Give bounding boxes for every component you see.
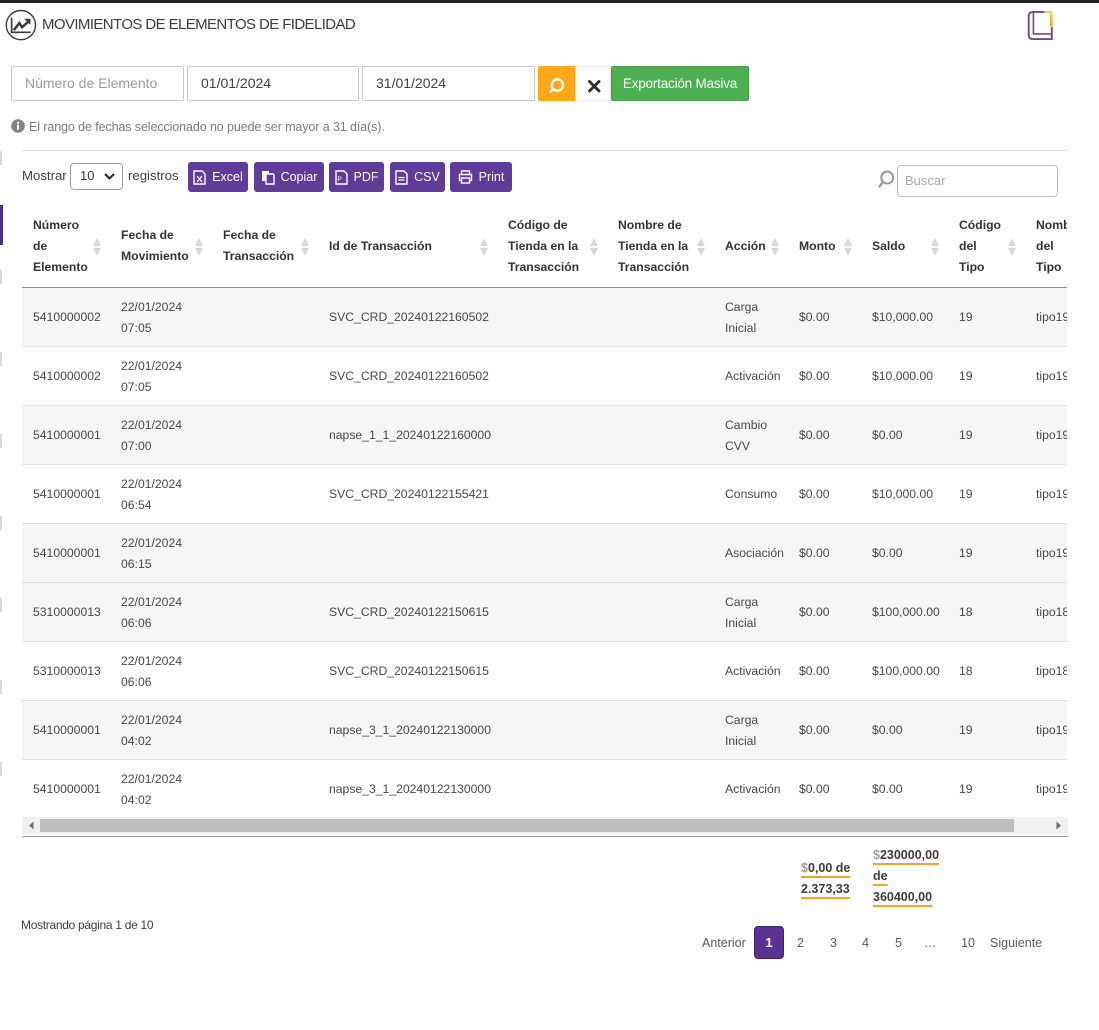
svg-text:P: P — [337, 176, 341, 183]
